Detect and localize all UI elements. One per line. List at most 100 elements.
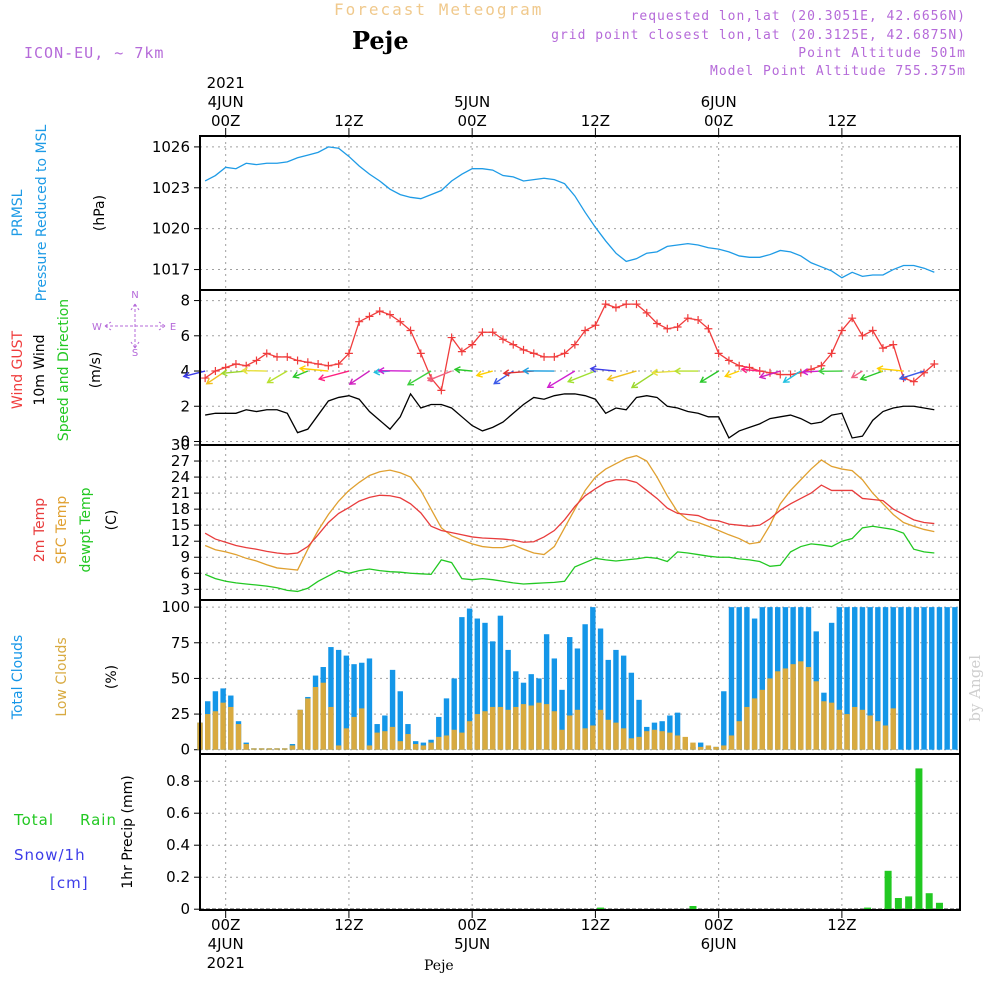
model-name: ICON-EU, ~ 7km	[24, 44, 165, 62]
total-cloud-bar	[443, 698, 450, 750]
wind-arrow-head	[377, 366, 385, 375]
time-label-bottom: 00Z	[457, 916, 486, 934]
y-tick-label: 27	[171, 452, 190, 470]
time-label-bottom: 12Z	[581, 916, 610, 934]
low-cloud-bar	[697, 746, 704, 750]
axis-label-gust: Wind GUST	[10, 330, 26, 409]
wind-arrow-head	[850, 371, 858, 379]
wind-arrow	[454, 368, 473, 372]
total-cloud-bar	[559, 689, 565, 750]
rain-bar	[905, 896, 913, 910]
low-cloud-bar	[705, 745, 712, 750]
total-cloud-bar	[574, 648, 581, 750]
wind-arrow-head	[630, 381, 638, 389]
wind-arrow-head	[546, 381, 554, 389]
axis-label-total-clouds: Total Clouds	[10, 635, 26, 720]
low-cloud-bar	[551, 711, 558, 750]
gust-marker	[406, 326, 415, 335]
wind-arrow	[741, 368, 760, 372]
total-cloud-bar	[505, 649, 511, 750]
wind-arrow	[318, 370, 350, 380]
gust-marker	[211, 367, 220, 376]
gust-marker	[735, 361, 744, 370]
time-label-top: 2021	[207, 74, 245, 92]
wind-arrow-head	[606, 374, 614, 382]
gust-marker	[529, 349, 538, 358]
low-cloud-bar	[436, 736, 442, 750]
low-cloud-bar	[312, 686, 319, 750]
gust-marker	[683, 314, 692, 323]
low-cloud-bar	[859, 709, 866, 750]
axis-unit-pressure: (hPa)	[92, 195, 108, 231]
low-cloud-bar	[243, 744, 249, 750]
total-cloud-bar	[697, 742, 704, 750]
wind-arrow	[293, 370, 309, 378]
wind-arrow	[221, 370, 247, 375]
y-tick-label: 0.8	[166, 772, 190, 790]
gust-marker	[447, 333, 456, 342]
total-cloud-bar	[351, 664, 357, 750]
y-tick-label: 8	[180, 292, 190, 310]
total-cloud-bar	[751, 618, 758, 750]
low-cloud-bar	[382, 731, 388, 750]
t2m-line	[204, 479, 935, 555]
low-cloud-bar	[682, 736, 688, 750]
low-cloud-bar	[744, 706, 750, 750]
wind-arrow-head	[220, 369, 228, 377]
gust-marker	[365, 312, 374, 321]
axis-unit-precip: 1hr Precip (mm)	[120, 775, 136, 888]
time-label-bottom: 00Z	[211, 916, 240, 934]
gust-line	[204, 303, 935, 392]
gust-marker	[355, 317, 364, 326]
low-cloud-bar	[636, 736, 642, 750]
wind-arrow-head	[673, 367, 681, 375]
y-tick-label: 1020	[152, 220, 190, 238]
total-cloud-bar	[867, 607, 873, 750]
total-cloud-bar	[759, 607, 765, 750]
time-label-top: 12Z	[581, 112, 610, 130]
rain-bar	[597, 907, 605, 910]
gust-marker	[591, 321, 600, 330]
total-cloud-bar	[921, 607, 927, 750]
gust-marker	[498, 335, 507, 344]
total-cloud-bar	[744, 607, 750, 750]
total-cloud-bar	[482, 622, 488, 750]
low-cloud-bar	[443, 735, 450, 750]
low-cloud-bar	[836, 709, 843, 750]
low-cloud-bar	[212, 711, 219, 750]
gust-marker	[416, 349, 425, 358]
gust-marker	[201, 374, 210, 383]
total-cloud-bar	[474, 618, 480, 750]
gust-marker	[909, 377, 918, 386]
total-cloud-bar	[852, 607, 858, 750]
rain-bar	[864, 907, 872, 910]
wind-arrow	[700, 370, 720, 383]
low-cloud-bar	[528, 705, 534, 750]
total-cloud-bar	[497, 615, 504, 750]
rain-bar	[884, 870, 892, 910]
total-cloud-bar	[436, 716, 442, 750]
low-cloud-bar	[567, 715, 573, 750]
wind-arrow-head	[292, 371, 300, 379]
panel-frame	[199, 135, 961, 291]
gust-marker	[437, 386, 446, 395]
wind-arrow-head	[801, 368, 809, 376]
low-cloud-bar	[359, 708, 365, 750]
time-label-top: 00Z	[457, 112, 486, 130]
low-cloud-bar	[228, 706, 234, 750]
gust-marker	[283, 352, 292, 361]
gust-marker	[837, 326, 846, 335]
location-name: Peje	[352, 26, 409, 55]
y-tick-label: 12	[171, 532, 190, 550]
low-cloud-bar	[490, 706, 496, 750]
gust-marker	[622, 300, 631, 309]
wind-arrow	[547, 370, 576, 388]
gust-marker	[642, 308, 651, 317]
dewpt-line	[204, 525, 935, 593]
y-tick-label: 2	[180, 397, 190, 415]
low-cloud-bar	[805, 667, 812, 750]
wind-arrow	[759, 370, 781, 378]
wind-arrow-head	[876, 365, 884, 373]
low-cloud-bar	[559, 729, 565, 750]
wind-arrow	[851, 370, 863, 379]
